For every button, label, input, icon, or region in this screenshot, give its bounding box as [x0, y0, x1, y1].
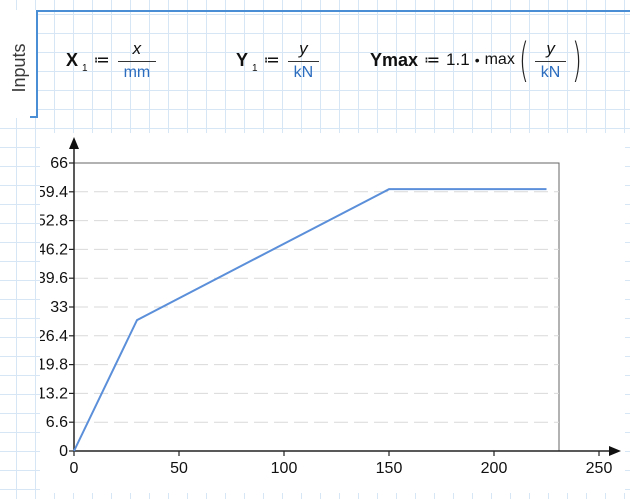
y-tick-label: 39.6	[40, 270, 68, 287]
function-max: max	[484, 51, 515, 68]
subscript-y: 1	[252, 62, 258, 74]
series-line	[73, 188, 547, 452]
x-tick-label: 150	[376, 460, 403, 477]
y-tick-label: 33	[50, 299, 68, 316]
chart-background	[40, 133, 625, 493]
subscript-x: 1	[82, 62, 88, 74]
xy-plot[interactable]: 0 6.6 13.2 19.8 26.4 33 39.6 46.2 52.8 59.4 66 0 50 1…	[40, 133, 625, 493]
close-paren: )	[572, 33, 583, 87]
unit-kn: kN	[287, 60, 320, 82]
x-tick-label: 0	[70, 460, 79, 477]
region-top-border	[30, 10, 630, 12]
x-tick-label: 100	[271, 460, 298, 477]
y-tick-label: 13.2	[40, 385, 68, 402]
equation-x[interactable]: X 1 ≔ x mm	[66, 30, 158, 90]
y-tick-label: 19.8	[40, 357, 68, 374]
variable-x: X	[66, 49, 79, 70]
fraction-x: x mm	[117, 38, 157, 82]
assign-operator: ≔	[424, 52, 441, 69]
coefficient: 1.1	[446, 50, 470, 69]
fraction-y: y kN	[287, 38, 320, 82]
y-tick-label: 59.4	[40, 184, 68, 201]
region-bottom-border	[30, 116, 38, 118]
x-tick-label: 250	[586, 460, 613, 477]
x-tick-label: 50	[170, 460, 188, 477]
y-tick-label: 26.4	[40, 328, 68, 345]
y-axis-arrow	[69, 137, 79, 149]
inputs-region-bar[interactable]: Inputs	[0, 10, 38, 118]
unit-mm: mm	[117, 60, 157, 82]
numerator-x: x	[132, 38, 142, 58]
x-tick-label: 200	[481, 460, 508, 477]
numerator-ymax: y	[546, 38, 555, 58]
assign-operator: ≔	[93, 52, 110, 69]
y-tick-label: 46.2	[40, 241, 68, 258]
equation-y[interactable]: Y 1 ≔ y kN	[236, 30, 321, 90]
variable-y: Y	[236, 49, 249, 70]
equation-ymax[interactable]: Ymax ≔ 1.1 • max ( y kN )	[370, 30, 586, 90]
variable-ymax: Ymax	[370, 49, 419, 70]
y-tick-label: 0	[59, 443, 68, 460]
numerator-y: y	[299, 38, 308, 58]
multiply-operator: •	[474, 52, 480, 68]
unit-kn-ymax: kN	[534, 60, 567, 82]
x-axis-arrow	[609, 446, 621, 456]
open-paren: (	[518, 33, 529, 87]
fraction-ymax: y kN	[534, 38, 567, 82]
y-tick-label: 66	[50, 155, 68, 172]
y-tick-label: 6.6	[46, 414, 68, 431]
y-tick-label: 52.8	[40, 213, 68, 230]
region-label: Inputs	[9, 43, 29, 93]
assign-operator: ≔	[263, 52, 280, 69]
